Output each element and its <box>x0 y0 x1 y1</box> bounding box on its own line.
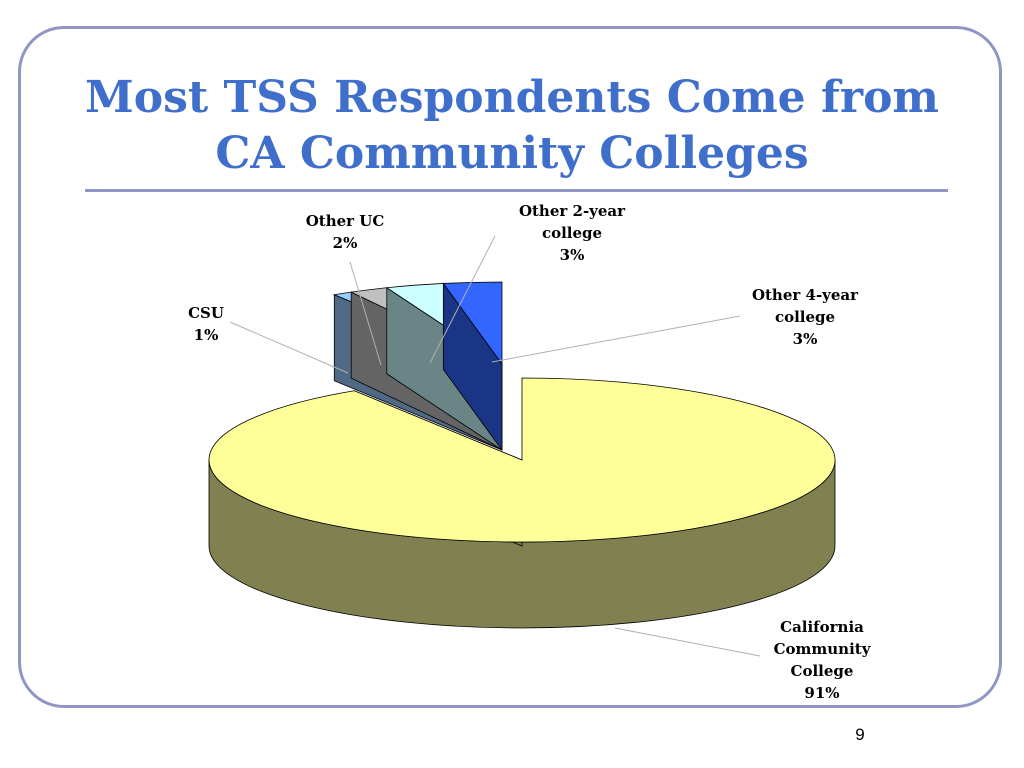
slide-title-line-2: CA Community Colleges <box>215 128 809 179</box>
data-label-other-uc-line-1: Other UC <box>306 212 385 230</box>
data-label-csu-line-1: CSU <box>188 304 224 322</box>
data-label-csu: CSU 1% <box>188 304 224 344</box>
data-label-other-4-year-college-line-2: college <box>775 308 835 326</box>
data-label-california-community-college-line-4: 91% <box>804 684 839 702</box>
data-label-other-uc-leader <box>349 261 382 366</box>
page-number: 9 <box>855 725 865 744</box>
data-label-california-community-college: California Community College 91% <box>774 618 872 702</box>
data-label-other-2-year-college-line-1: Other 2-year <box>519 202 626 220</box>
data-label-other-4-year-college: Other 4-year college 3% <box>752 286 859 348</box>
data-label-other-2-year-college-line-3: 3% <box>560 246 585 264</box>
data-label-csu-line-2: 1% <box>194 326 219 344</box>
data-label-other-uc-line-2: 2% <box>333 234 358 252</box>
data-label-california-community-college-line-2: Community <box>774 640 872 658</box>
slide-frame <box>18 26 1002 708</box>
data-label-other-4-year-college-leader <box>491 315 741 363</box>
data-label-csu-leader <box>229 321 349 374</box>
data-label-other-4-year-college-line-1: Other 4-year <box>752 286 859 304</box>
pie-slice-california-community-college-group <box>208 377 836 629</box>
slide-title: Most TSS Respondents Come from CA Commun… <box>60 70 964 182</box>
data-label-california-community-college-leader <box>614 627 761 657</box>
data-label-other-4-year-college-line-3: 3% <box>793 330 818 348</box>
data-label-other-2-year-college-leader <box>429 235 496 364</box>
data-label-other-2-year-college-line-2: college <box>542 224 602 242</box>
pie-slice-other-4-year-college <box>442 281 503 366</box>
data-label-other-uc: Other UC 2% <box>306 212 385 252</box>
data-label-california-community-college-line-1: California <box>780 618 864 636</box>
data-label-california-community-college-line-3: College <box>791 662 854 680</box>
pie-slice-california-community-college <box>208 377 836 543</box>
title-underline <box>85 189 948 192</box>
slide-title-line-1: Most TSS Respondents Come from <box>85 72 939 123</box>
data-label-other-2-year-college: Other 2-year college 3% <box>519 202 626 264</box>
pie-slice-other-4-year-college-group <box>442 281 503 452</box>
